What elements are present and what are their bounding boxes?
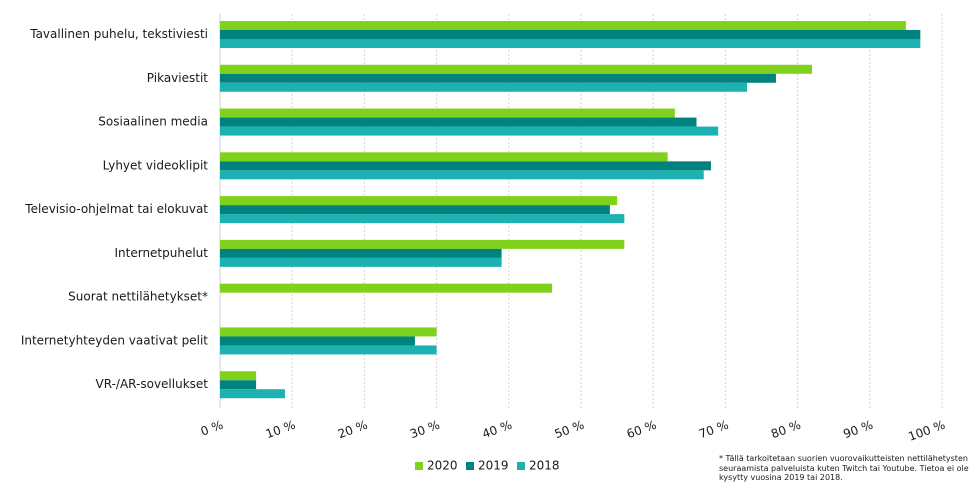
bar-2018 (220, 39, 921, 48)
category-label: Lyhyet videoklipit (103, 158, 209, 172)
x-tick-label: 10 % (264, 418, 297, 442)
bar-2019 (220, 336, 415, 346)
category-label: Pikaviestit (147, 71, 209, 85)
legend-label-2019: 2019 (478, 459, 509, 473)
bar-2020 (220, 283, 553, 293)
bar-2020 (220, 371, 257, 381)
x-tick-label: 100 % (906, 418, 947, 444)
bar-2019 (220, 161, 711, 171)
x-tick-label: 60 % (625, 418, 658, 442)
category-label: Televisio-ohjelmat tai elokuvat (24, 202, 208, 216)
category-label: Sosiaalinen media (98, 115, 208, 129)
category-label: VR-/AR-sovellukset (96, 377, 209, 391)
bar-2018 (220, 82, 748, 92)
category-label: Internetyhteyden vaativat pelit (21, 333, 208, 347)
bar-2020 (220, 152, 668, 162)
bar-2020 (220, 21, 906, 30)
bar-2020 (220, 196, 618, 206)
bar-2018 (220, 170, 704, 180)
bar-2018 (220, 214, 625, 224)
x-tick-label: 80 % (769, 418, 802, 442)
bar-2019 (220, 248, 502, 258)
x-tick-label: 70 % (697, 418, 730, 442)
bar-2019 (220, 30, 921, 39)
bar-2018 (220, 257, 502, 267)
legend-swatch-2018 (517, 462, 525, 470)
bar-2020 (220, 327, 437, 337)
category-label: Internetpuhelut (114, 246, 208, 260)
x-tick-label: 30 % (408, 418, 441, 442)
legend-swatch-2020 (415, 462, 423, 470)
x-tick-label: 40 % (480, 418, 513, 442)
bar-2018 (220, 126, 719, 136)
x-tick-label: 20 % (336, 418, 369, 442)
bar-2018 (220, 345, 437, 355)
footnote: * Tällä tarkoitetaan suorien vuorovaikut… (719, 454, 969, 482)
category-label: Tavallinen puhelu, tekstiviesti (29, 27, 208, 41)
bar-2019 (220, 380, 257, 390)
x-tick-label: 90 % (841, 418, 874, 442)
bar-2019 (220, 73, 776, 83)
bar-2018 (220, 389, 285, 399)
category-label: Suorat nettilähetykset* (68, 290, 208, 304)
legend-label-2020: 2020 (427, 459, 458, 473)
x-tick-label: 50 % (553, 418, 586, 442)
bar-2019 (220, 205, 610, 215)
legend-swatch-2019 (466, 462, 474, 470)
legend-label-2018: 2018 (529, 459, 560, 473)
bar-2020 (220, 108, 675, 118)
x-tick-label: 0 % (199, 418, 225, 439)
bar-2019 (220, 117, 697, 127)
bar-2020 (220, 239, 625, 249)
bar-2020 (220, 64, 813, 74)
